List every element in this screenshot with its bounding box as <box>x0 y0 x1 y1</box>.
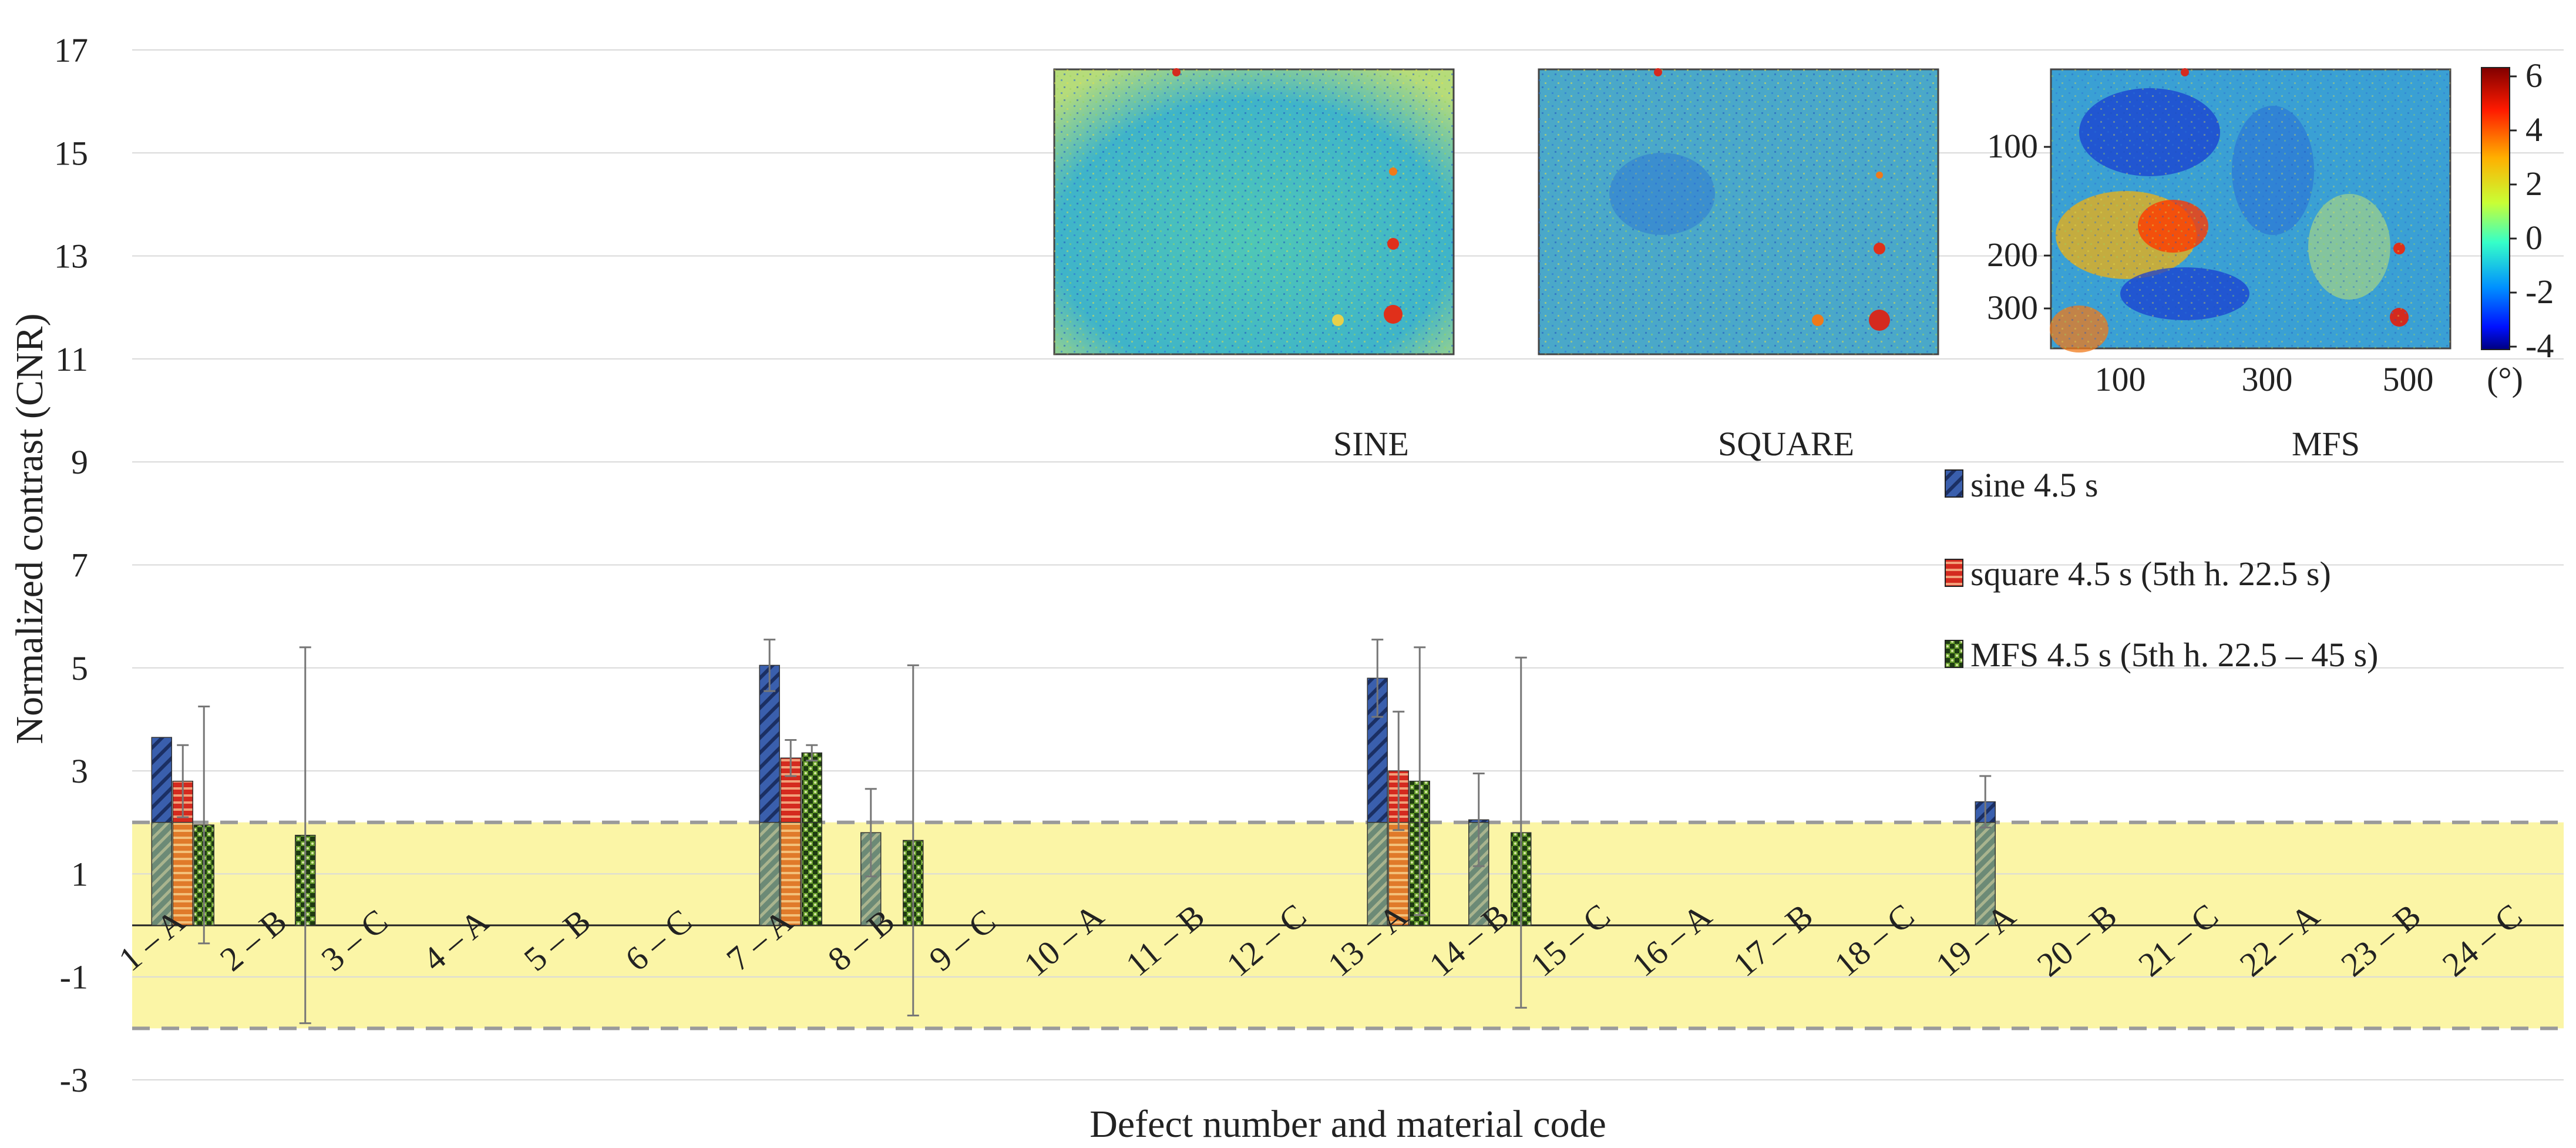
inset-mfs-ytick: 100 <box>1987 127 2038 165</box>
bar-lower-segment <box>759 822 780 926</box>
inset-mfs-label: MFS <box>2292 425 2360 463</box>
y-axis-title: Normalized contrast (CNR) <box>8 313 51 744</box>
legend-label-square: square 4.5 s (5th h. 22.5 s) <box>1970 555 2331 593</box>
error-bar <box>764 639 776 692</box>
colorbar-tick-label: -2 <box>2525 273 2554 311</box>
error-bar <box>1371 639 1384 718</box>
y-tick-label: 11 <box>55 340 88 378</box>
colorbar-tick-label: 0 <box>2525 219 2543 257</box>
colorbar-tick-label: 6 <box>2525 56 2543 95</box>
inset-square-label: SQUARE <box>1718 425 1854 463</box>
y-tick-label: -3 <box>60 1061 88 1099</box>
error-bar <box>1979 775 1992 829</box>
bar <box>1388 770 1409 926</box>
inset-mfs: 100 200 300 100 300 500 MFS <box>1987 68 2451 463</box>
error-bar <box>865 788 877 878</box>
error-bar <box>1515 656 1527 1009</box>
y-tick-label: 3 <box>71 752 88 790</box>
legend: sine 4.5 s square 4.5 s (5th h. 22.5 s) … <box>1945 466 2378 674</box>
y-tick-label: 5 <box>71 649 88 687</box>
legend-item-sine: sine 4.5 s <box>1945 466 2099 504</box>
colorbar-tick-label: -4 <box>2525 327 2554 365</box>
inset-mfs-xtick: 500 <box>2383 360 2434 398</box>
error-bar <box>198 706 210 945</box>
error-bar <box>806 744 818 762</box>
inset-mfs-xtick: 100 <box>2095 360 2146 398</box>
inset-sine: SINE <box>1053 68 1455 463</box>
y-tick-label: 9 <box>71 443 88 481</box>
inset-mfs-ytick: 300 <box>1987 288 2038 327</box>
bar-lower-segment <box>801 822 822 926</box>
error-bar <box>177 744 189 818</box>
bar-lower-segment <box>1388 822 1409 926</box>
inset-square: SQUARE <box>1538 68 1939 463</box>
bar <box>151 737 172 926</box>
y-tick-label: 7 <box>71 546 88 585</box>
bar <box>759 664 780 926</box>
bar-upper-segment <box>801 752 822 823</box>
colorbar: 6 4 2 0 -2 -4 (°) <box>2481 56 2554 398</box>
colorbar-tick-label: 4 <box>2525 110 2543 149</box>
bar <box>801 752 822 926</box>
legend-label-mfs: MFS 4.5 s (5th h. 22.5 – 45 s) <box>1970 636 2378 674</box>
error-bar <box>299 646 311 1025</box>
legend-item-mfs: MFS 4.5 s (5th h. 22.5 – 45 s) <box>1945 636 2378 674</box>
inset-mfs-ytick: 200 <box>1987 236 2038 274</box>
y-tick-label: 15 <box>54 134 88 172</box>
bar-lower-segment <box>151 822 172 926</box>
y-tick-label: 13 <box>54 237 88 276</box>
error-bar <box>1393 710 1405 831</box>
bar-lower-segment <box>1367 822 1388 926</box>
inset-mfs-xtick: 300 <box>2242 360 2293 398</box>
bar <box>780 757 801 926</box>
inset-sine-label: SINE <box>1333 425 1409 463</box>
y-tick-label: -1 <box>60 958 88 996</box>
bar-lower-segment <box>780 822 801 926</box>
legend-item-square: square 4.5 s (5th h. 22.5 s) <box>1945 555 2331 593</box>
y-tick-label: 1 <box>71 855 88 893</box>
bar <box>1975 801 1996 926</box>
bar-upper-segment <box>151 737 172 823</box>
bar-lower-segment <box>1975 822 1996 926</box>
x-axis-title: Defect number and material code <box>1089 1103 1606 1146</box>
error-bar <box>1472 772 1485 867</box>
y-tick-label: 17 <box>54 31 88 69</box>
error-bar <box>1414 646 1426 917</box>
colorbar-unit: (°) <box>2487 360 2523 398</box>
bar-lower-segment <box>172 822 193 926</box>
error-bar <box>907 664 919 1016</box>
error-bar <box>785 739 797 777</box>
legend-label-sine: sine 4.5 s <box>1970 466 2099 504</box>
colorbar-tick-label: 2 <box>2525 165 2543 203</box>
error-bars <box>177 639 1992 1025</box>
